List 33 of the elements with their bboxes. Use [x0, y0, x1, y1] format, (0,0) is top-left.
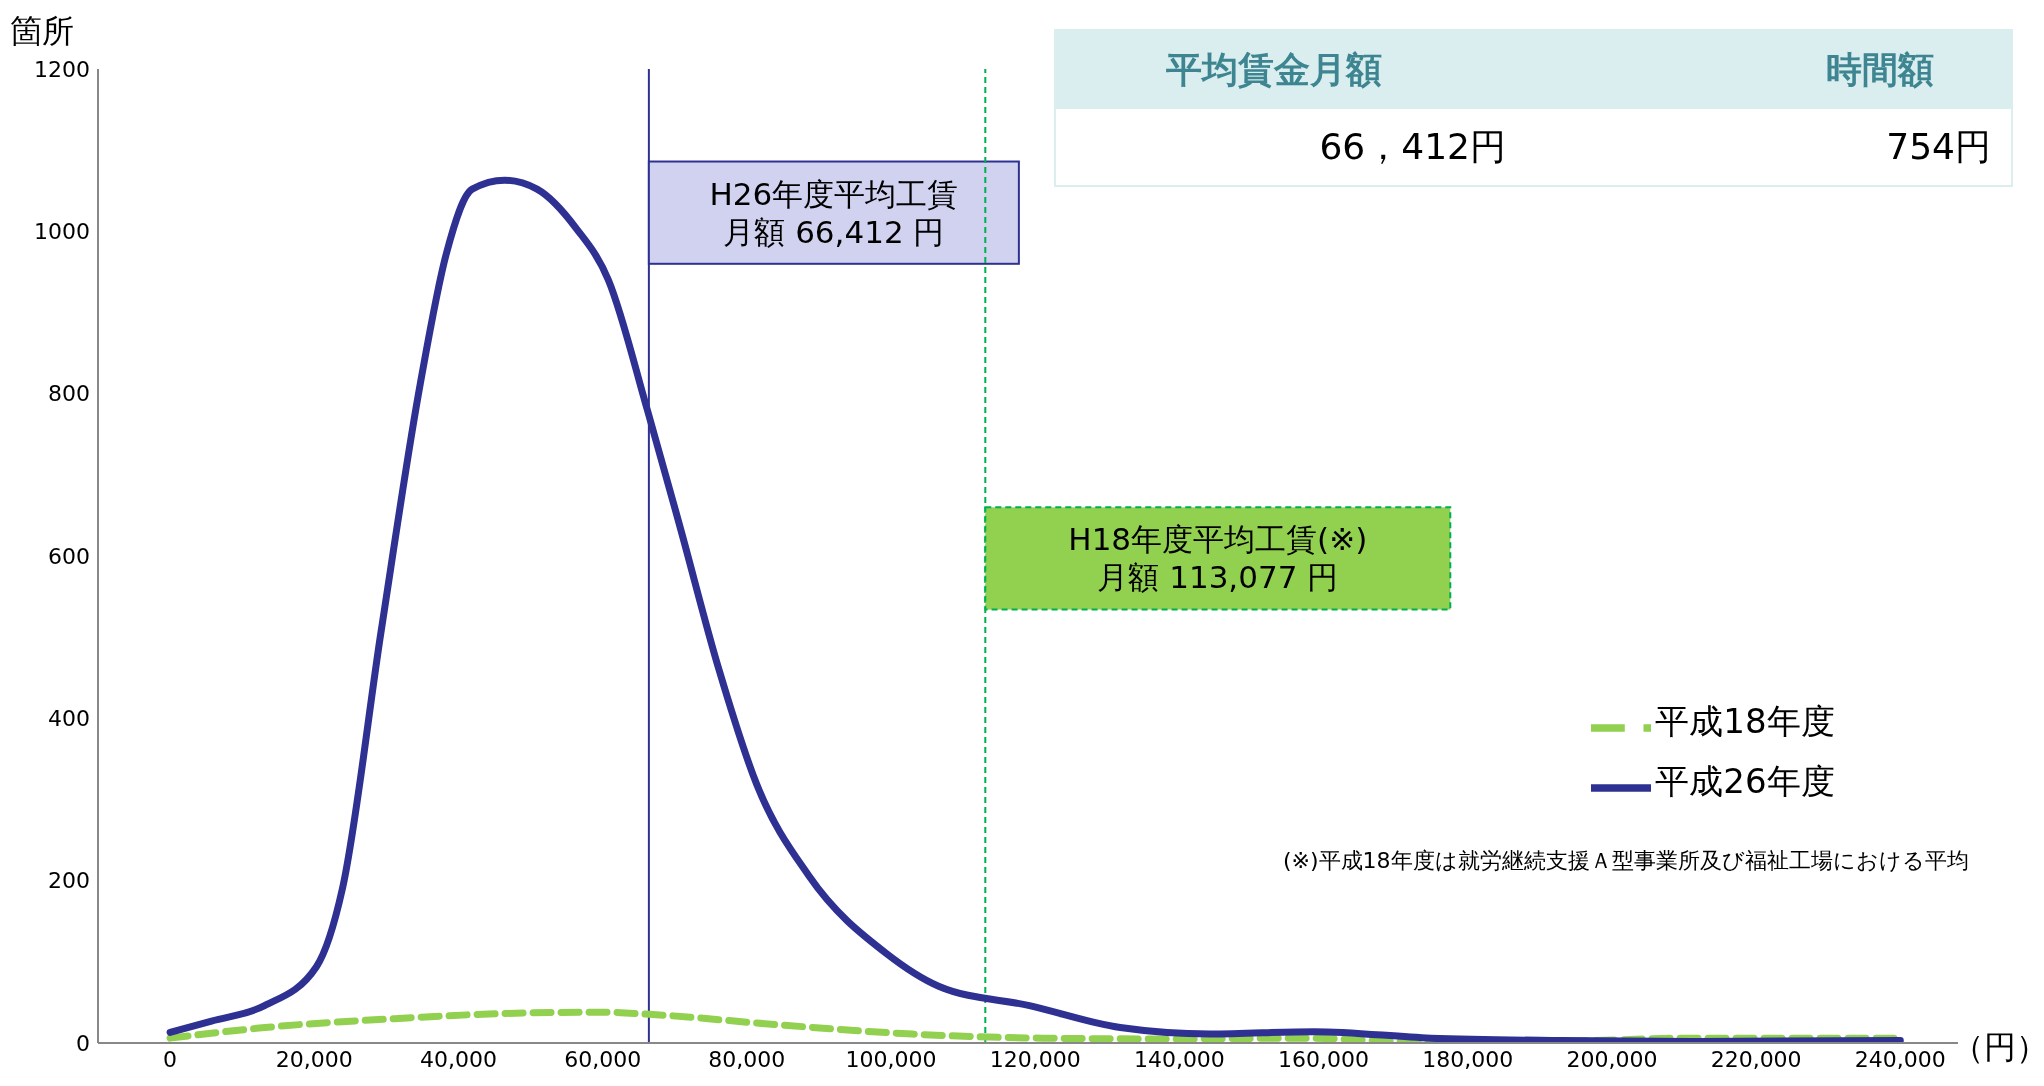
x-tick-label: 120,000: [989, 1046, 1081, 1072]
x-tick-label: 140,000: [1133, 1046, 1225, 1072]
x-tick-label: 240,000: [1854, 1046, 1946, 1072]
x-tick-label: 200,000: [1566, 1046, 1658, 1072]
annotation: 平均賃金月額: [1165, 47, 1383, 92]
x-tick-label: 0: [163, 1046, 178, 1072]
annotation: 月額 113,077 円: [1097, 559, 1339, 596]
legend-label: 平成18年度: [1655, 700, 1835, 741]
y-tick-label: 400: [48, 706, 90, 732]
y-tick-label: 200: [48, 868, 90, 894]
annotation: 月額 66,412 円: [723, 213, 945, 250]
x-tick-label: 20,000: [275, 1046, 353, 1072]
x-tick-label: 60,000: [564, 1046, 642, 1072]
x-tick-label: 160,000: [1278, 1046, 1370, 1072]
x-tick-label: 40,000: [419, 1046, 497, 1072]
x-tick-label: 100,000: [845, 1046, 937, 1072]
annotation: 時間額: [1825, 47, 1935, 92]
y-tick-label: 0: [76, 1030, 90, 1056]
y-tick-label: 600: [48, 543, 90, 569]
ref-line-label: H26年度平均工賃: [709, 175, 959, 212]
x-tick-label: 220,000: [1710, 1046, 1802, 1072]
legend-label: 平成26年度: [1655, 760, 1835, 801]
y-tick-label: 1000: [34, 219, 90, 245]
y-tick-label: 800: [48, 381, 90, 407]
annotation: 754円: [1885, 124, 1992, 169]
x-axis-title: （円）: [1952, 1027, 2044, 1068]
x-tick-label: 80,000: [708, 1046, 786, 1072]
y-axis-title: 箇所: [10, 11, 74, 52]
x-tick-label: 180,000: [1422, 1046, 1514, 1072]
y-tick-label: 1200: [34, 56, 90, 82]
annotation: (※)平成18年度は就労継続支援Ａ型事業所及び福祉工場における平均: [1283, 847, 1969, 875]
ref-line-label: H18年度平均工賃(※): [1068, 521, 1368, 558]
annotation: 66，412円: [1318, 124, 1506, 169]
